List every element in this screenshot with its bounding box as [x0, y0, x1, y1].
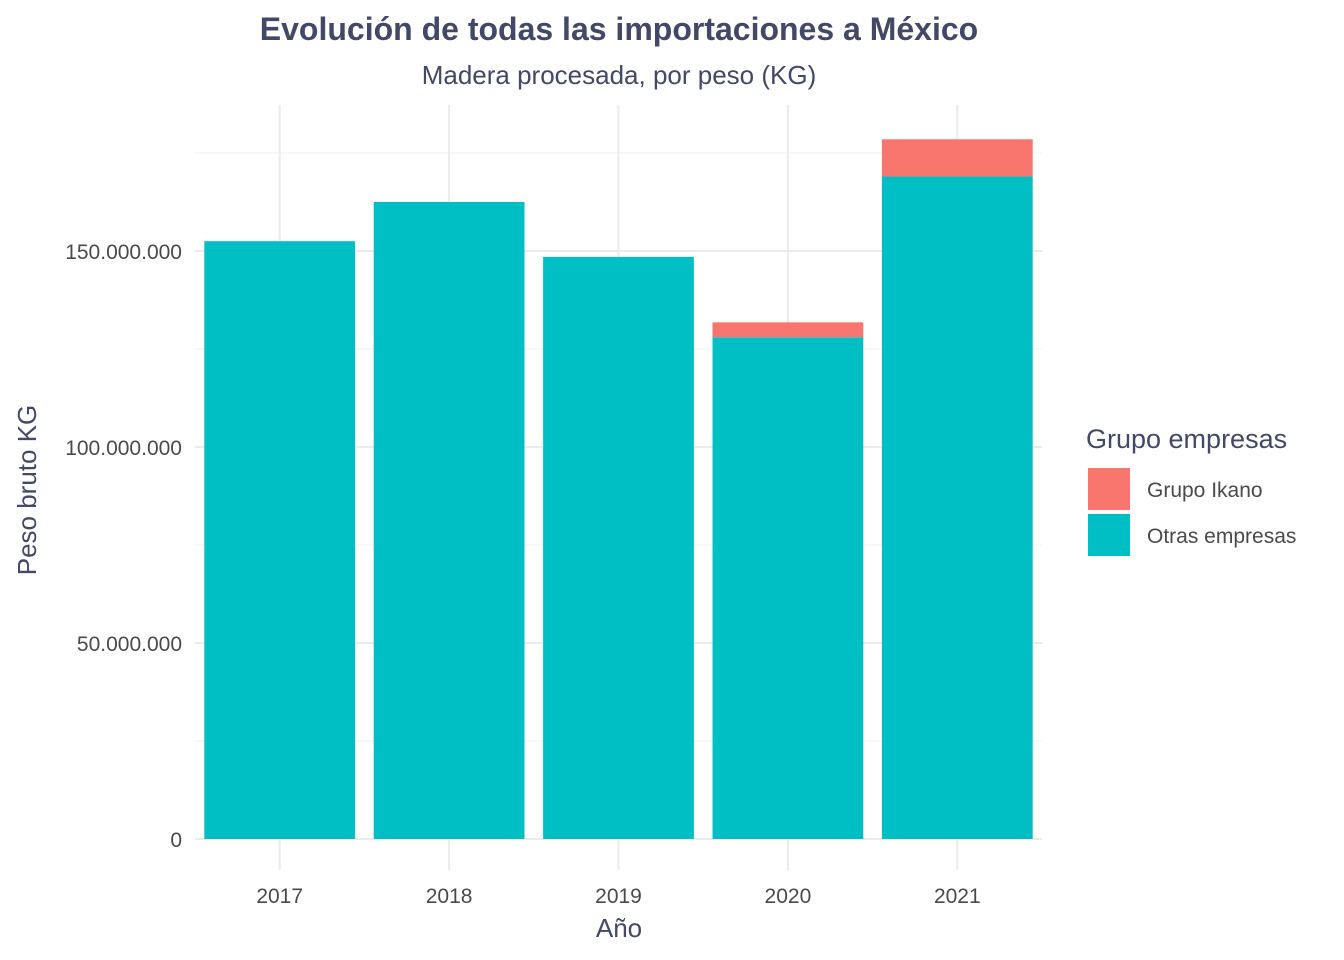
x-tick-label: 2018: [426, 885, 473, 908]
bar-otras-empresas-2019: [543, 256, 694, 839]
chart-title: Evolución de todas las importaciones a M…: [260, 11, 978, 47]
bar-grupo-ikano-2021: [881, 139, 1033, 177]
legend-label-grupo-ikano: Grupo Ikano: [1147, 479, 1263, 502]
x-tick-label: 2020: [765, 885, 812, 908]
legend: Grupo empresas Grupo Ikano Otras empresa…: [1086, 424, 1296, 556]
bar-grupo-ikano-2020: [712, 322, 864, 338]
legend-title: Grupo empresas: [1086, 424, 1287, 454]
y-tick-label: 150.000.000: [65, 241, 182, 264]
bar-otras-empresas-2017: [204, 241, 356, 839]
bar-otras-empresas-2018: [373, 202, 525, 839]
x-tick-label: 2021: [934, 885, 981, 908]
x-tick-label: 2019: [595, 885, 642, 908]
legend-swatch-otras-empresas: [1088, 514, 1130, 556]
chart-subtitle: Madera procesada, por peso (KG): [422, 60, 817, 90]
y-tick-label: 50.000.000: [77, 633, 182, 656]
bar-otras-empresas-2021: [881, 176, 1033, 839]
x-tick-label: 2017: [256, 885, 303, 908]
y-tick-label: 0: [170, 829, 182, 852]
x-axis-ticks: 2017 2018 2019 2020 2021: [256, 885, 980, 908]
legend-label-otras-empresas: Otras empresas: [1147, 525, 1296, 548]
legend-swatch-grupo-ikano: [1088, 468, 1130, 510]
bars: [204, 139, 1033, 839]
bar-otras-empresas-2020: [712, 337, 864, 839]
y-axis-title: Peso bruto KG: [12, 405, 42, 576]
y-axis-ticks: 0 50.000.000 100.000.000 150.000.000: [65, 241, 182, 852]
y-tick-label: 100.000.000: [65, 437, 182, 460]
x-axis-title: Año: [596, 913, 642, 943]
